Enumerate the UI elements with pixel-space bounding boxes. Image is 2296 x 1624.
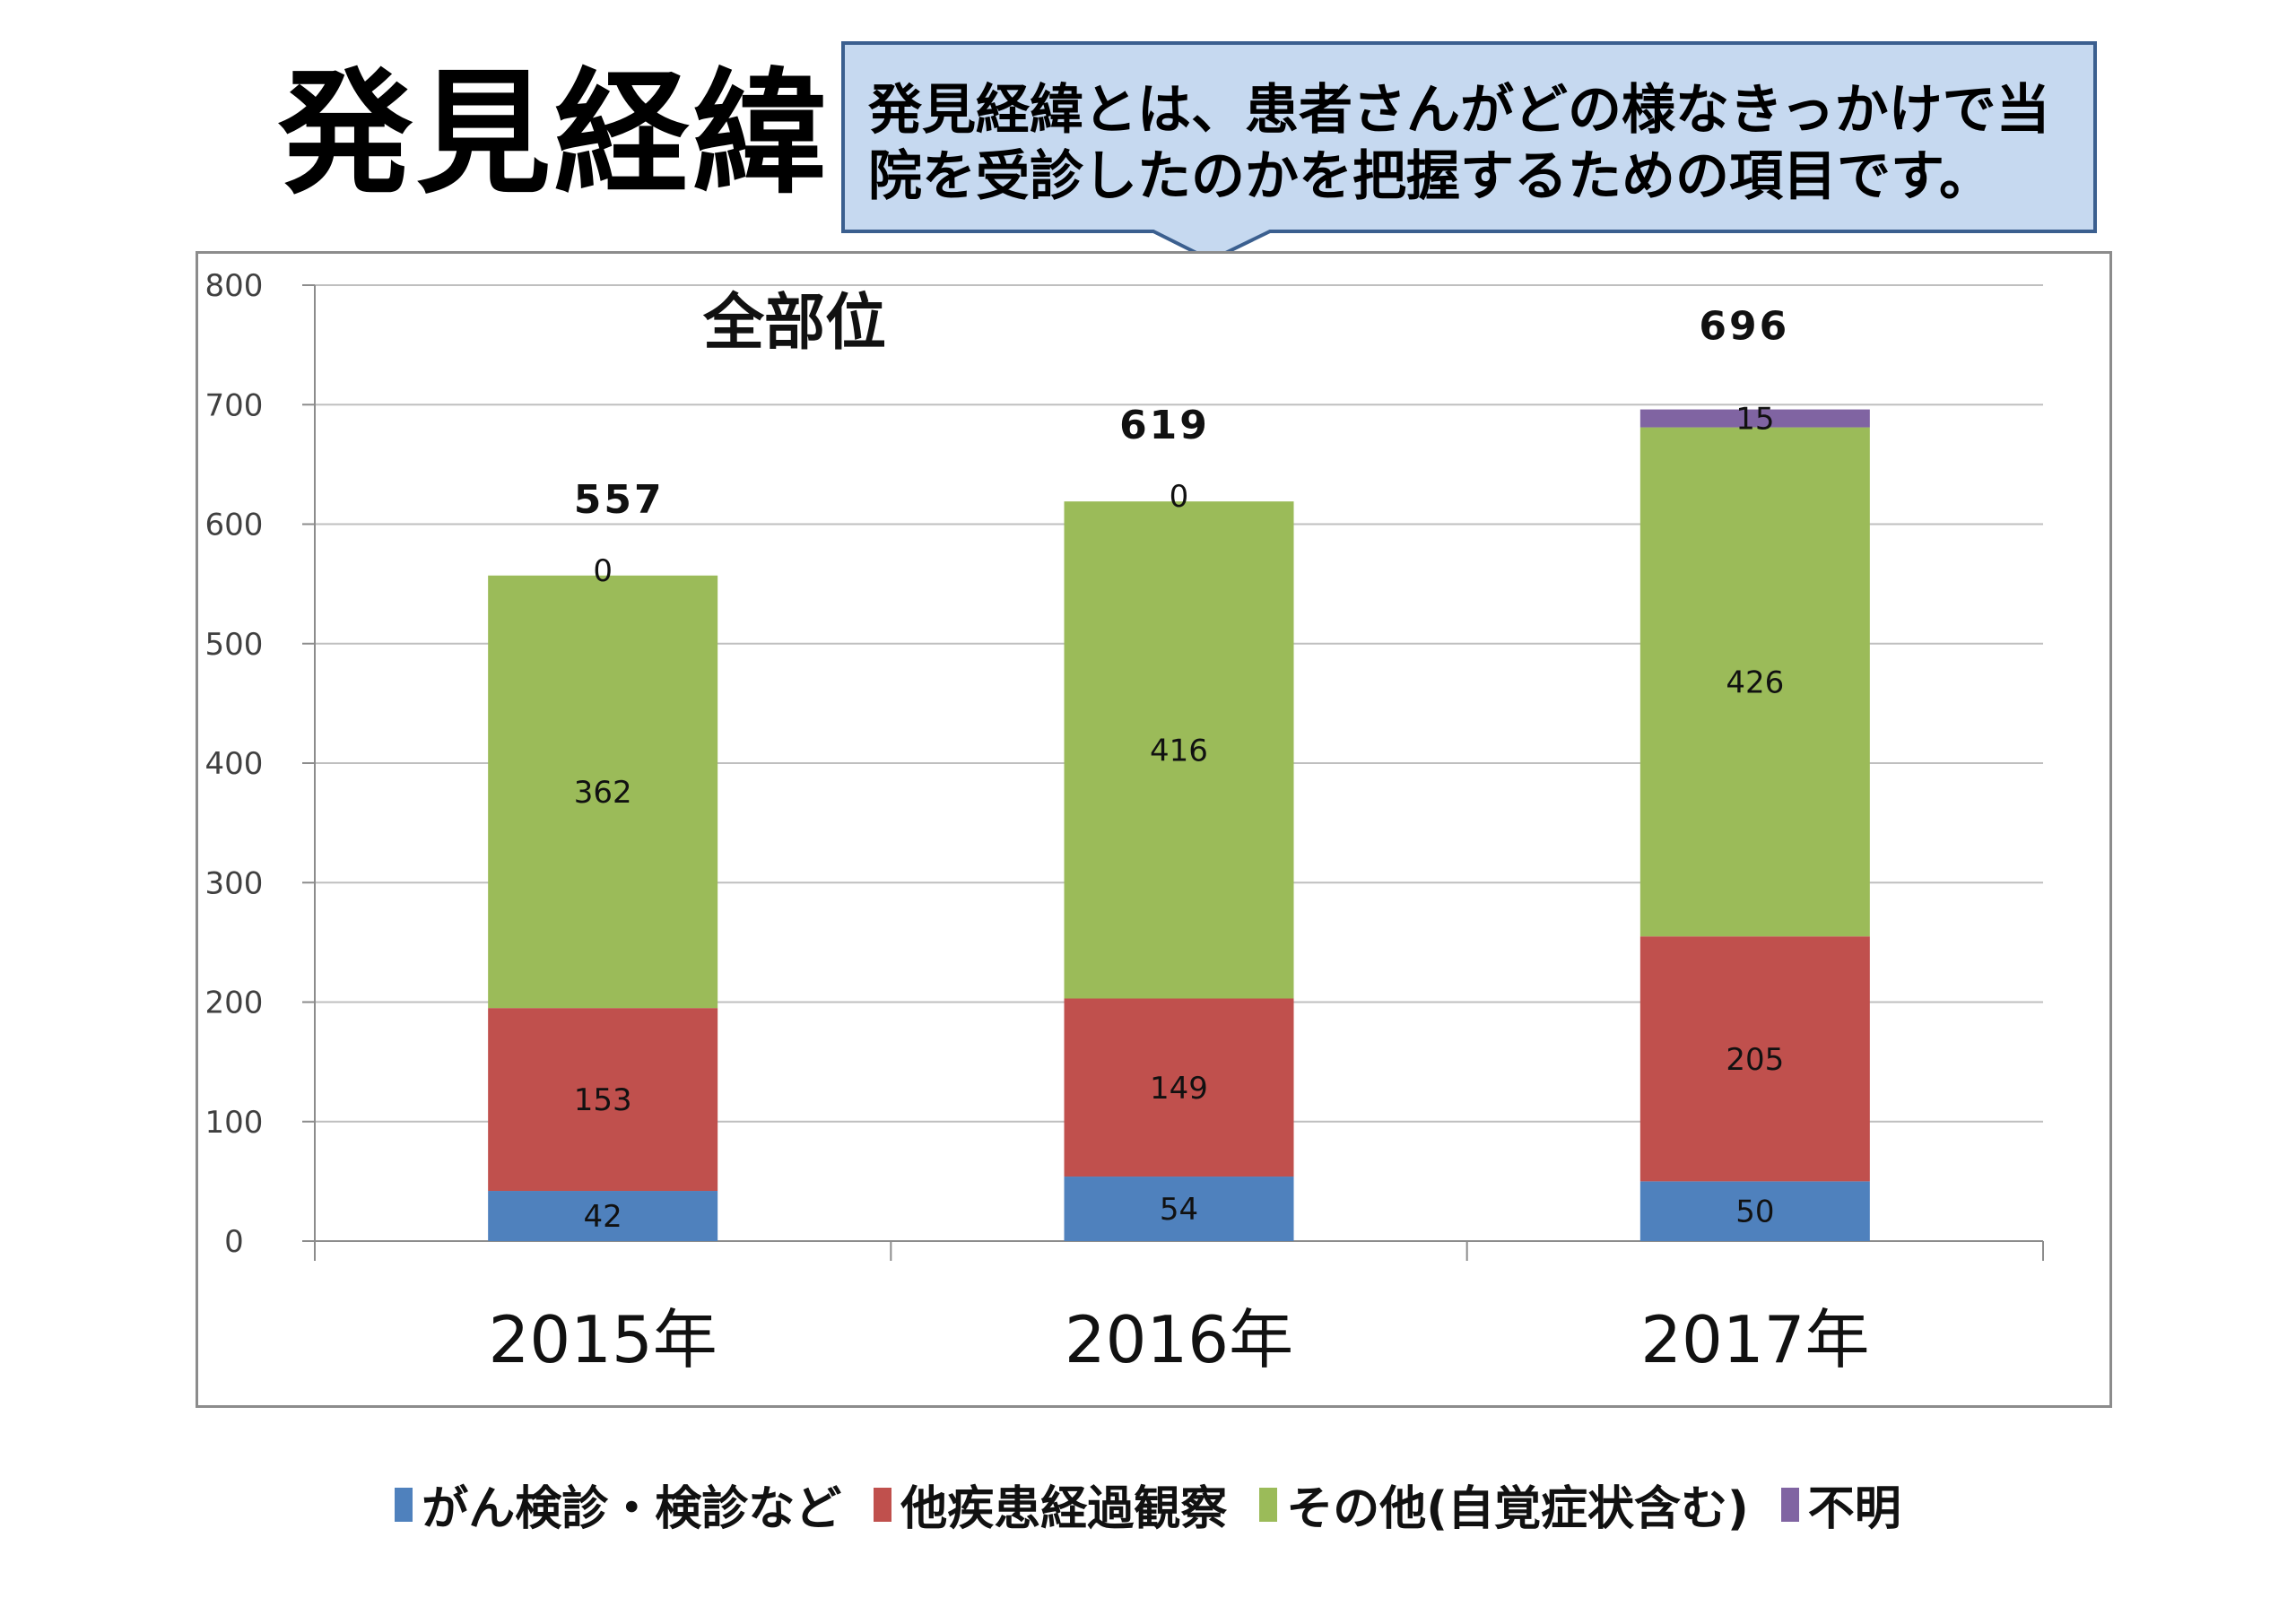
bar-segment [1064,501,1294,999]
chart-title: 全部位 [702,288,886,359]
data-label: 362 [574,775,632,811]
data-label: 153 [574,1082,632,1118]
chart-frame: 0 100 200 300 400 500 600 700 800 42 153 362 0 557 201… [196,251,2112,1408]
y-tick-label: 500 [205,627,264,663]
y-tick-label: 800 [205,268,264,304]
bar-segment [1639,427,1870,937]
callout-box: 発見経緯とは、患者さんがどの様なきっかけで当院を受診したのかを把握するための項目… [841,41,2099,262]
data-label: 42 [584,1199,622,1235]
legend-item: 不明 [1780,1471,1901,1538]
bar-segment [1064,998,1294,1177]
legend-swatch [1259,1487,1278,1522]
legend-label: がん検診・検診など [422,1482,842,1536]
data-label: 50 [1735,1194,1774,1230]
total-label: 557 [574,477,665,523]
legend-swatch [395,1487,413,1522]
bar-segment [1064,1177,1294,1241]
callout-shape [841,41,2097,262]
data-label: 416 [1150,733,1208,769]
data-label: 0 [593,553,613,589]
stacked-bar-chart: 0100200300400500600700800421533620557201… [205,268,2044,1377]
x-category-label: 2015年 [489,1302,718,1377]
total-label: 619 [1119,403,1210,448]
bar-segment [488,575,718,1009]
legend-swatch [874,1487,892,1522]
callout-text: 発見経緯とは、患者さんがどの様なきっかけで当院を受診したのかを把握するための項目… [868,79,2050,208]
legend-swatch [1780,1487,1799,1522]
y-tick-label: 100 [205,1105,264,1141]
legend-label: 他疾患経過観察 [900,1482,1228,1536]
bar-segment [1639,936,1870,1182]
data-label: 0 [1170,479,1189,515]
x-category-label: 2016年 [1065,1302,1293,1377]
data-label: 426 [1726,664,1784,700]
data-label: 54 [1160,1192,1198,1228]
y-tick-label: 600 [205,508,264,543]
bar-segment [1639,409,1870,428]
legend-label: その他(自覚症状含む) [1286,1482,1749,1536]
y-tick-label: 700 [205,387,264,423]
legend-item: 他疾患経過観察 [874,1471,1227,1538]
chart-legend: がん検診・検診など 他疾患経過観察 その他(自覚症状含む) 不明 [0,1471,2296,1538]
y-tick-label: 0 [224,1224,244,1260]
legend-item: その他(自覚症状含む) [1259,1471,1749,1538]
bar-segment [488,1008,718,1192]
total-label: 696 [1699,304,1789,350]
x-category-label: 2017年 [1640,1302,1869,1377]
page-title: 発見経緯 [278,56,831,213]
legend-item: がん検診・検診など [395,1471,841,1538]
bar-segment [1639,1181,1870,1241]
data-label: 149 [1150,1071,1208,1107]
y-tick-label: 400 [205,746,264,782]
legend-label: 不明 [1807,1482,1901,1536]
y-tick-label: 300 [205,865,264,901]
data-label: 205 [1726,1042,1784,1078]
bar-segment [488,1191,718,1241]
data-label: 15 [1735,402,1774,438]
y-tick-label: 200 [205,986,264,1021]
